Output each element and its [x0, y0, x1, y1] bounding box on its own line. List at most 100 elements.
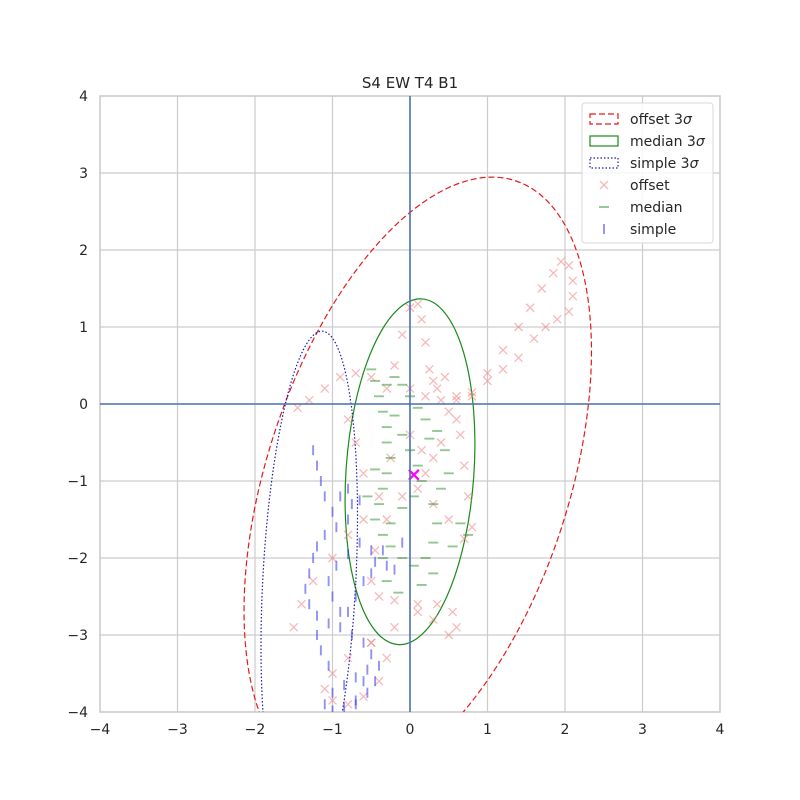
- legend-label: offset 3σ: [630, 112, 693, 128]
- legend-entry: simple: [603, 222, 676, 238]
- offset-point: [428, 615, 438, 625]
- offset-point: [328, 669, 337, 678]
- offset-point: [432, 384, 442, 394]
- offset-point: [552, 314, 562, 324]
- offset-point: [463, 491, 473, 501]
- y-tick-label: 3: [79, 166, 88, 182]
- offset-point: [397, 330, 407, 340]
- offset-point: [343, 414, 353, 424]
- offset-point: [293, 403, 303, 413]
- offset-point: [382, 653, 392, 663]
- offset-point: [444, 515, 454, 524]
- y-tick-label: 4: [79, 89, 88, 105]
- y-tick-label: −1: [67, 474, 88, 490]
- offset-point: [459, 534, 469, 544]
- offset-point: [382, 515, 392, 524]
- offset-point: [343, 699, 353, 709]
- offset-point: [343, 530, 353, 540]
- legend-label-text: median 3: [630, 134, 696, 150]
- x-tick-label: 2: [561, 722, 570, 738]
- x-tick-label: 3: [638, 722, 647, 738]
- offset-point: [440, 372, 450, 382]
- x-tick-label: −1: [322, 722, 343, 738]
- y-tick-label: 0: [79, 397, 88, 413]
- legend-label-text: median: [630, 200, 682, 216]
- offset-point: [436, 438, 446, 447]
- offset-point: [413, 484, 423, 494]
- x-tick-label: 4: [716, 722, 725, 738]
- legend-label-text: simple: [630, 222, 676, 238]
- offset-point: [390, 595, 399, 605]
- offset-point: [537, 284, 547, 293]
- offset-point: [320, 684, 330, 694]
- legend-entry: offset 3σ: [589, 112, 693, 128]
- offset-point: [529, 334, 539, 344]
- ellipse-1: [344, 298, 476, 646]
- offset-point: [459, 461, 469, 471]
- y-tick-label: −2: [67, 551, 88, 567]
- offset-point: [366, 576, 376, 586]
- legend-entry: median: [599, 200, 682, 216]
- y-tick-label: −4: [67, 705, 88, 721]
- offset-point: [359, 515, 368, 524]
- offset-point: [397, 491, 407, 501]
- offset-point: [564, 260, 574, 270]
- offset-point: [432, 599, 442, 609]
- offset-point: [483, 368, 492, 378]
- legend-swatch: [589, 135, 619, 147]
- offset-point: [568, 291, 578, 301]
- legend-label-text: simple 3: [630, 156, 690, 172]
- offset-point: [374, 592, 384, 601]
- tick-labels: −4 −3 −2 −1 0 1 2 3 4 −4 −3 −2 −1 0 1 2 3 4: [67, 89, 724, 738]
- y-tick-label: 1: [79, 320, 88, 336]
- offset-point: [374, 676, 384, 686]
- legend-label: simple: [630, 222, 676, 238]
- x-tick-label: −3: [167, 722, 188, 738]
- offset-point: [498, 364, 508, 374]
- offset-point: [568, 276, 578, 286]
- offset-point: [335, 372, 345, 382]
- offset-point: [351, 368, 361, 378]
- x-tick-label: 1: [483, 722, 492, 738]
- points-layer: [289, 257, 578, 712]
- offset-point: [413, 607, 423, 617]
- legend-sigma: σ: [696, 134, 706, 150]
- legend-sigma: σ: [690, 156, 700, 172]
- offset-point: [351, 438, 361, 447]
- offset-point: [366, 372, 376, 382]
- offset-point: [417, 445, 427, 455]
- offset-point: [448, 607, 458, 617]
- legend-entry: median 3σ: [589, 134, 706, 150]
- legend-label: offset: [630, 178, 670, 194]
- offset-point: [452, 414, 461, 424]
- offset-point: [525, 303, 535, 313]
- legend-swatch: [589, 113, 619, 125]
- offset-point: [452, 622, 461, 632]
- offset-point: [390, 622, 399, 632]
- offset-point: [359, 468, 368, 478]
- offset-point: [452, 395, 461, 405]
- offset-point: [417, 314, 427, 324]
- offset-point: [370, 545, 380, 555]
- offset-point: [421, 468, 430, 478]
- offset-point: [436, 395, 446, 405]
- chart-title: S4 EW T4 B1: [362, 74, 458, 92]
- offset-point: [467, 522, 477, 532]
- offset-point: [514, 322, 523, 332]
- offset-point: [452, 391, 461, 401]
- offset-point: [366, 638, 376, 648]
- offset-point: [289, 622, 299, 632]
- y-tick-label: 2: [79, 243, 88, 259]
- y-tick-label: −3: [67, 628, 88, 644]
- legend-label: median 3σ: [630, 134, 706, 150]
- offset-point: [514, 353, 523, 363]
- legend-entry: simple 3σ: [589, 156, 700, 172]
- legend-label-text: offset 3: [630, 112, 683, 128]
- offset-point: [498, 345, 508, 355]
- offset-point: [444, 407, 454, 417]
- offset-point: [308, 576, 318, 586]
- offset-point: [428, 376, 438, 386]
- legend-box: [581, 102, 714, 244]
- ellipse-0: [243, 176, 593, 712]
